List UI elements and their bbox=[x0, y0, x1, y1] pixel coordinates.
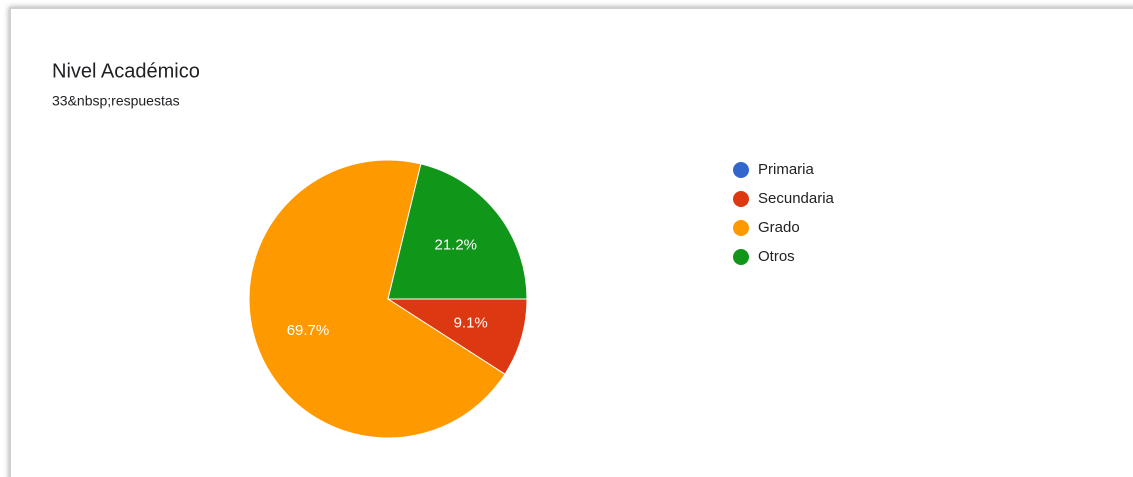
legend-swatch bbox=[733, 249, 749, 265]
pie-slice bbox=[387, 163, 528, 300]
pie-slice bbox=[248, 159, 506, 439]
slice-label: 9.1% bbox=[454, 314, 488, 331]
slice-label: 21.2% bbox=[434, 237, 477, 254]
legend-label: Secundaria bbox=[758, 190, 835, 207]
legend-swatch bbox=[733, 220, 749, 236]
card bbox=[9, 7, 1133, 477]
chart-subtitle: 33&nbsp;respuestas bbox=[52, 93, 180, 109]
legend-label: Otros bbox=[758, 248, 795, 265]
slice-label: 69.7% bbox=[287, 322, 330, 339]
legend-swatch bbox=[733, 162, 749, 178]
chart-title: Nivel Académico bbox=[52, 60, 200, 82]
legend-label: Primaria bbox=[758, 161, 814, 178]
pie-slice bbox=[386, 298, 528, 375]
legend-swatch bbox=[733, 191, 749, 207]
legend-label: Grado bbox=[758, 219, 800, 236]
